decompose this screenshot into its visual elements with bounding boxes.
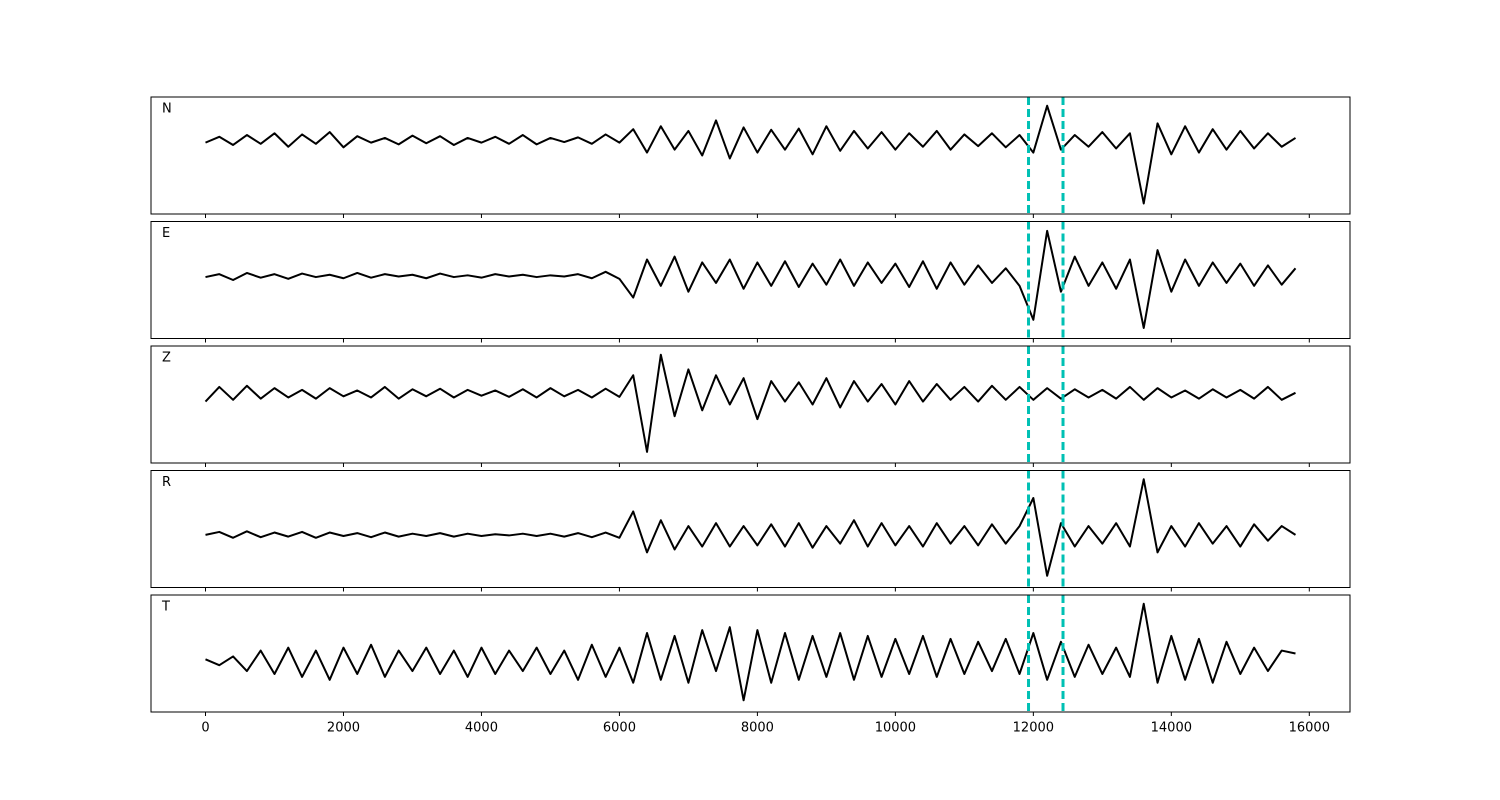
panel-label: N bbox=[162, 102, 172, 117]
panel-frame bbox=[150, 594, 1351, 713]
x-tick-label: 0 bbox=[201, 721, 209, 736]
x-tick-label: 16000 bbox=[1289, 721, 1330, 736]
panel-frame bbox=[150, 96, 1351, 215]
trace-line bbox=[204, 353, 1296, 453]
trace-line bbox=[205, 602, 1296, 702]
x-tick-label: 6000 bbox=[603, 721, 636, 736]
panel-label: R bbox=[162, 475, 171, 490]
panel-label: Z bbox=[162, 351, 171, 366]
panel-frame bbox=[150, 470, 1351, 588]
trace-line bbox=[205, 478, 1297, 577]
x-tick-label: 10000 bbox=[875, 721, 916, 736]
panel-label: T bbox=[161, 600, 170, 615]
x-tick-label: 12000 bbox=[1013, 721, 1054, 736]
trace-line bbox=[205, 229, 1297, 329]
x-tick-label: 14000 bbox=[1151, 721, 1192, 736]
x-tick-label: 4000 bbox=[465, 721, 498, 736]
panel-label: E bbox=[162, 226, 170, 241]
panel-frame bbox=[150, 221, 1351, 339]
x-tick-label: 2000 bbox=[327, 721, 360, 736]
x-tick-label: 8000 bbox=[741, 721, 774, 736]
panel-frame bbox=[150, 345, 1351, 464]
trace-line bbox=[205, 104, 1297, 205]
